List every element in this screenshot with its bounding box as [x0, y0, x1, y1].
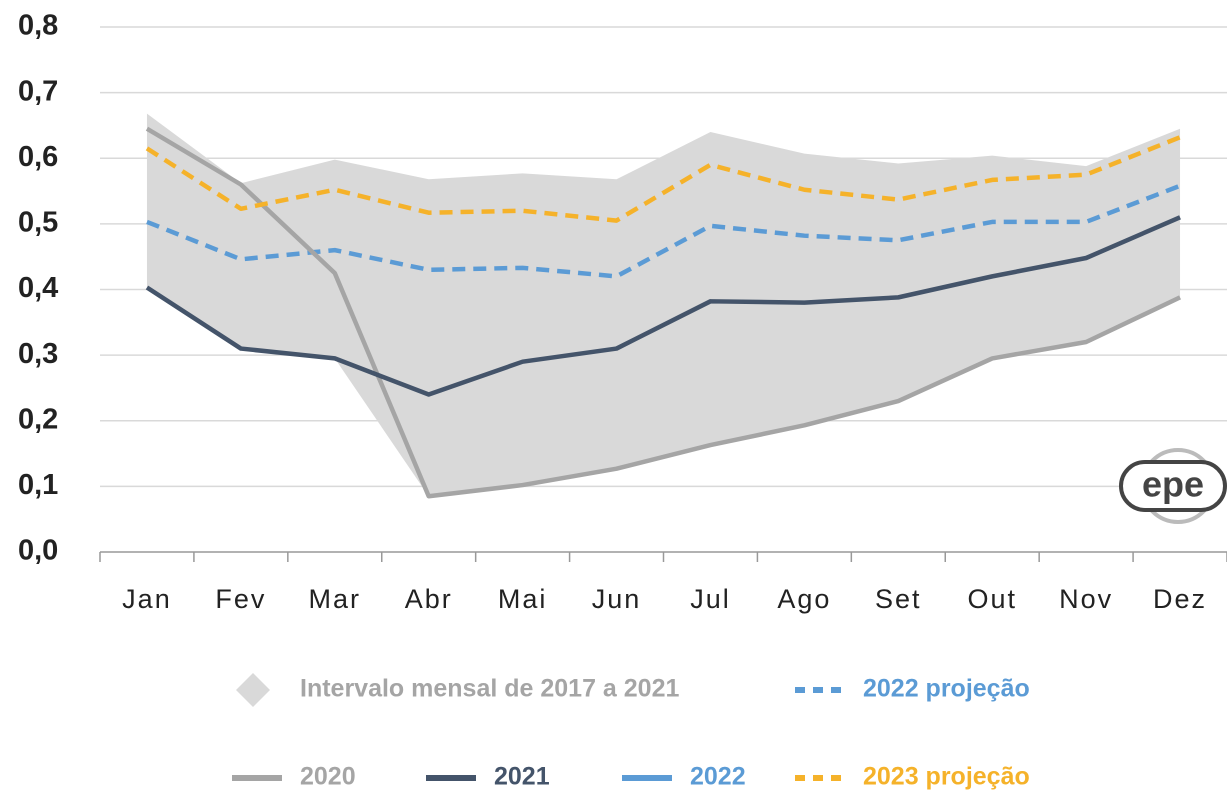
- legend-label: 2023 projeção: [863, 763, 1030, 791]
- legend-label: 2021: [494, 763, 550, 791]
- range-area: [146, 113, 1181, 497]
- x-tick-label: Mar: [309, 584, 362, 614]
- legend-label: 2022 projeção: [863, 675, 1030, 703]
- x-tick-label: Set: [875, 584, 922, 614]
- series-line: [146, 183, 1181, 279]
- x-tick-label: Dez: [1153, 584, 1207, 614]
- y-tick-label: 0,6: [18, 141, 58, 173]
- y-tick-label: 0,0: [18, 535, 58, 567]
- series-line: [145, 126, 1182, 499]
- legend-label: Intervalo mensal de 2017 a 2021: [300, 675, 679, 703]
- x-tick-label: Jun: [592, 584, 642, 614]
- legend-label: 2020: [300, 763, 356, 791]
- x-tick-label: Ago: [777, 584, 831, 614]
- x-tick-label: Nov: [1059, 584, 1113, 614]
- y-tick-label: 0,7: [18, 75, 58, 107]
- logo-text: epe: [1142, 464, 1204, 505]
- x-tick-label: Abr: [405, 584, 453, 614]
- y-tick-label: 0,3: [18, 338, 58, 370]
- y-tick-label: 0,2: [18, 403, 58, 435]
- x-tick-label: Fev: [215, 584, 266, 614]
- y-tick-label: 0,8: [18, 10, 58, 42]
- x-tick-label: Mai: [498, 584, 548, 614]
- logo: epe: [1119, 448, 1227, 524]
- series-line: [145, 215, 1181, 397]
- x-tick-label: Out: [967, 584, 1017, 614]
- x-tick-label: Jul: [690, 584, 731, 614]
- series-line: [145, 135, 1181, 223]
- x-tick-label: Jan: [122, 584, 172, 614]
- y-tick-label: 0,5: [18, 207, 58, 239]
- y-tick-label: 0,4: [18, 272, 58, 304]
- y-tick-label: 0,1: [18, 469, 58, 501]
- logo-pill: [1119, 460, 1227, 512]
- legend-label: 2022: [690, 763, 746, 791]
- legend-swatch: [236, 673, 270, 707]
